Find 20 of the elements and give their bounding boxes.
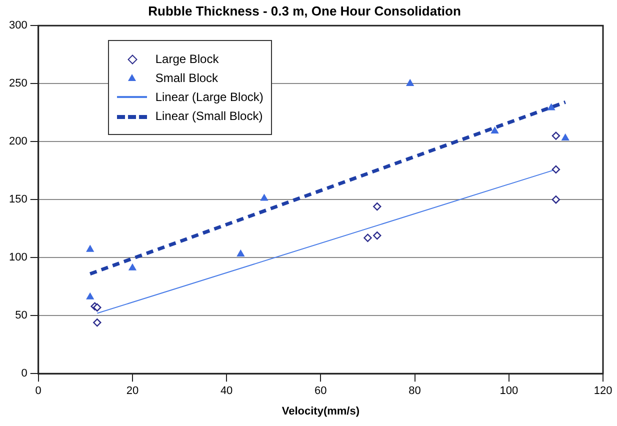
x-tick-label: 20 — [126, 385, 139, 398]
legend-label: Linear (Small Block) — [155, 108, 263, 123]
x-tick-label: 100 — [500, 385, 518, 398]
chart-title: Rubble Thickness - 0.3 m, One Hour Consolidation — [148, 3, 461, 18]
x-tick-label: 60 — [314, 385, 327, 398]
x-tick-label: 80 — [408, 385, 421, 398]
x-tick-label: 40 — [220, 385, 233, 398]
y-tick-label: 200 — [8, 136, 28, 148]
y-tick-label: 0 — [21, 368, 28, 380]
y-tick-label: 100 — [8, 252, 28, 264]
x-tick-label: 120 — [594, 385, 612, 398]
legend-label: Linear (Large Block) — [155, 90, 264, 104]
x-axis-title: Velocity(mm/s) — [282, 405, 360, 418]
legend-label: Large Block — [155, 52, 219, 66]
legend-label: Small Block — [155, 70, 218, 85]
y-tick-label: 150 — [8, 194, 28, 206]
y-tick-label: 250 — [8, 78, 28, 90]
y-tick-label: 300 — [8, 20, 28, 32]
y-tick-label: 50 — [15, 310, 28, 322]
x-tick-label: 0 — [35, 385, 42, 398]
